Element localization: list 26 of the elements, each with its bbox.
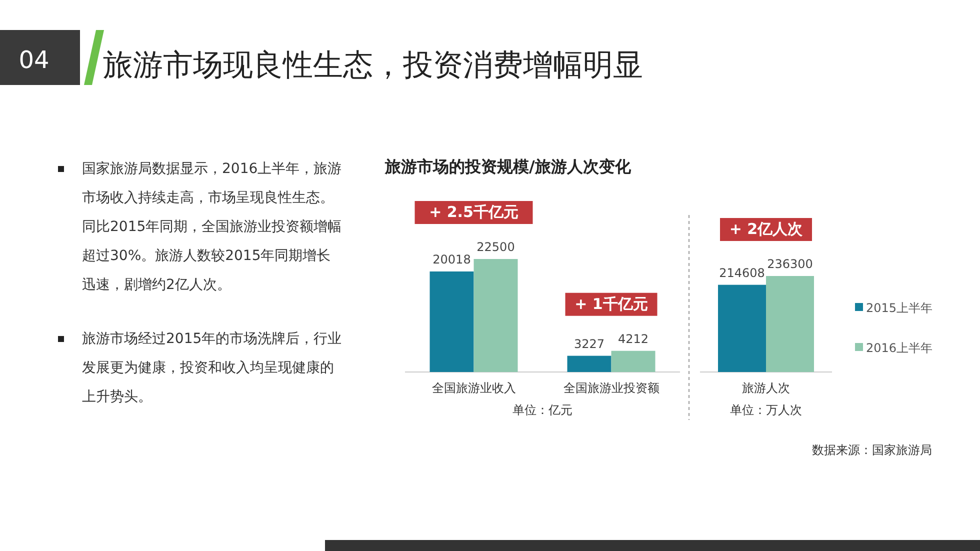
text: + 2亿人次 <box>729 220 804 238</box>
data-label: 22500 <box>476 240 515 254</box>
data-label: 20018 <box>432 252 471 266</box>
annotation: + 1千亿元 <box>574 294 648 313</box>
bar <box>567 356 612 372</box>
data-label: 4212 <box>618 332 649 346</box>
chart-title: 旅游市场的投资规模/旅游人次变化 <box>384 157 632 176</box>
x-tick-label: 全国旅游业收入 <box>432 381 516 395</box>
x-tick-label: 旅游人次 <box>742 381 790 395</box>
source-note: 数据来源：国家旅游局 <box>812 443 932 457</box>
x-axis-title: 单位：万人次 <box>730 403 802 417</box>
bar <box>430 271 474 372</box>
legend-label: 2016上半年 <box>866 341 933 355</box>
x-tick-label: 全国旅游业投资额 <box>563 381 660 395</box>
text: 旅游市场经过2015年的市场洗牌后，行业发展更为健康，投资和收入均呈现健康的上升势头。 <box>82 330 343 407</box>
data-label: 214608 <box>719 266 765 280</box>
text: 旅游市场现良性生态，投资消费增幅明显 <box>103 48 643 83</box>
x-axis-title: 单位：亿元 <box>512 403 572 417</box>
bar <box>611 350 656 372</box>
text: 国家旅游局数据显示，2016上半年，旅游市场收入持续走高，市场呈现良性生态。同比2015年同期，全国旅游业投资额增幅超过30%。旅游人数较2015年同期增长迅速，剧增约2亿人次。 <box>82 160 343 295</box>
data-label: 3227 <box>574 336 605 351</box>
bar <box>474 259 518 372</box>
legend-label: 2015上半年 <box>866 301 933 315</box>
text: 04 <box>18 46 50 74</box>
text: + 2.5千亿元 <box>429 203 518 221</box>
data-label: 236300 <box>767 257 813 271</box>
